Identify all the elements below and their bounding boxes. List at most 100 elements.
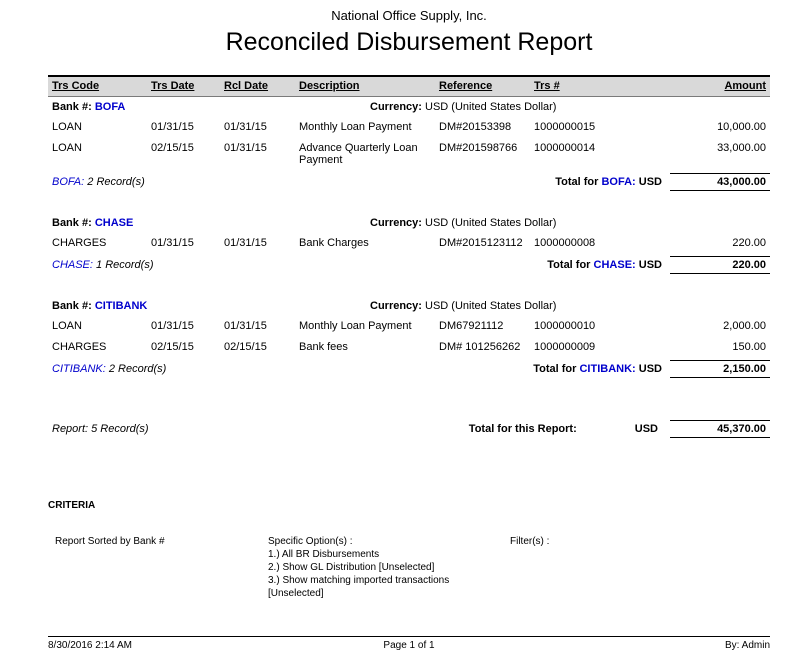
group-record-text: 2 Record(s) [87,176,145,188]
cell-reference: DM#201598766 [439,142,518,154]
group-total-bank-code: CHASE: [593,259,636,271]
criteria-columns: Report Sorted by Bank # Specific Option(… [48,535,770,615]
table-header-row: Trs Code Trs Date Rcl Date Description R… [48,75,770,97]
cell-description: Monthly Loan Payment [299,121,412,133]
report-total-row: Report: 5 Record(s) Total for this Repor… [48,420,770,438]
group-total-label: Total for BOFA: USD [555,176,662,188]
cell-trs-date: 02/15/15 [151,142,194,154]
cell-trs-date: 01/31/15 [151,320,194,332]
group-record-bank-code: BOFA: [52,176,85,188]
criteria-sorted-by: Report Sorted by Bank # [55,536,165,547]
cell-trs-num: 1000000009 [534,341,596,353]
cell-rcl-date: 01/31/15 [224,320,267,332]
cell-description: Monthly Loan Payment [299,320,412,332]
criteria-options-label: Specific Option(s) : [268,536,353,547]
criteria-specific-options: Specific Option(s) : 1.) All BR Disburse… [268,535,486,600]
cell-trs-code: CHARGES [52,237,107,249]
table-row: LOAN 01/31/15 01/31/15 Monthly Loan Paym… [48,117,770,138]
group-total-prefix: Total for [533,363,577,375]
cell-amount: 33,000.00 [717,142,766,154]
table-row: LOAN 02/15/15 01/31/15 Advance Quarterly… [48,138,770,171]
report-record-count: Report: 5 Record(s) [52,423,149,435]
bank-number-label: Bank #: [52,101,92,113]
cell-trs-date: 01/31/15 [151,237,194,249]
group-total-bank-code: BOFA: [601,176,636,188]
report-total-amount: 45,370.00 [670,420,770,438]
group-record-count: CHASE: 1 Record(s) [48,259,547,271]
group-total-amount: 43,000.00 [670,173,770,191]
table-row: LOAN 01/31/15 01/31/15 Monthly Loan Paym… [48,316,770,337]
cell-trs-code: LOAN [52,320,82,332]
cell-rcl-date: 01/31/15 [224,237,267,249]
col-header-rcl-date: Rcl Date [224,80,269,92]
group-total-prefix: Total for [555,176,599,188]
currency-info: Currency: USD (United States Dollar) [370,101,556,114]
cell-trs-num: 1000000014 [534,142,596,154]
report-total-label: Total for this Report: [468,423,577,435]
group-total-bank-code: CITIBANK: [579,363,636,375]
bank-group-bofa: Bank #: BOFA Currency: USD (United State… [48,97,770,191]
criteria-heading: CRITERIA [48,500,96,511]
currency-label: Currency: [370,217,422,229]
group-record-count: BOFA: 2 Record(s) [48,176,555,188]
cell-amount: 220.00 [732,237,766,249]
cell-trs-date: 01/31/15 [151,121,194,133]
cell-trs-num: 1000000010 [534,320,596,332]
currency-label: Currency: [370,101,422,113]
group-total-amount: 2,150.00 [670,360,770,378]
group-total-amount: 220.00 [670,256,770,274]
currency-value: USD (United States Dollar) [425,300,557,312]
bank-code: CHASE [94,217,134,229]
col-header-trs-date: Trs Date [151,80,195,92]
criteria-filters-label: Filter(s) : [510,536,550,547]
currency-info: Currency: USD (United States Dollar) [370,217,556,230]
bank-code: CITIBANK [94,300,148,312]
cell-trs-code: LOAN [52,142,82,154]
report-title: Reconciled Disbursement Report [225,28,593,56]
table-row: CHARGES 02/15/15 02/15/15 Bank fees DM# … [48,337,770,358]
col-header-reference: Reference [439,80,493,92]
criteria-option: 3.) Show matching imported transactions … [268,575,450,599]
col-header-description: Description [299,80,360,92]
criteria-section: CRITERIA Report Sorted by Bank # Specifi… [48,500,770,615]
group-record-text: 1 Record(s) [96,259,154,271]
currency-value: USD (United States Dollar) [425,101,557,113]
company-name: National Office Supply, Inc. [331,8,487,23]
group-record-bank-code: CHASE: [52,259,93,271]
page-footer: 8/30/2016 2:14 AM Page 1 of 1 By: Admin [48,636,770,651]
bank-group-header: Bank #: BOFA Currency: USD (United State… [48,97,770,117]
criteria-option: 2.) Show GL Distribution [Unselected] [268,562,435,573]
footer-page-number: Page 1 of 1 [383,640,435,651]
cell-amount: 150.00 [732,341,766,353]
bank-group-footer: CITIBANK: 2 Record(s) Total for CITIBANK… [48,360,770,378]
cell-description: Bank Charges [299,237,369,249]
cell-reference: DM#2015123112 [439,237,523,249]
group-record-text: 2 Record(s) [108,363,167,375]
footer-printed-by: By: Admin [724,640,771,651]
currency-value: USD (United States Dollar) [425,217,557,229]
bank-number-label: Bank #: [52,300,92,312]
group-record-count: CITIBANK: 2 Record(s) [48,363,533,375]
cell-trs-code: LOAN [52,121,82,133]
bank-group-header: Bank #: CITIBANK Currency: USD (United S… [48,296,770,316]
bank-group-footer: CHASE: 1 Record(s) Total for CHASE: USD … [48,256,770,274]
bank-group-footer: BOFA: 2 Record(s) Total for BOFA: USD 43… [48,173,770,191]
cell-reference: DM#20153398 [439,121,512,133]
group-total-label: Total for CITIBANK: USD [533,363,662,375]
cell-trs-code: CHARGES [52,341,107,353]
cell-trs-date: 02/15/15 [151,341,194,353]
currency-info: Currency: USD (United States Dollar) [370,300,556,313]
bank-group-citibank: Bank #: CITIBANK Currency: USD (United S… [48,296,770,378]
report-total-currency: USD [634,423,658,435]
cell-rcl-date: 01/31/15 [224,121,267,133]
col-header-trs-num: Trs # [534,80,560,92]
cell-trs-num: 1000000015 [534,121,596,133]
cell-description: Advance Quarterly Loan Payment [299,142,418,166]
cell-trs-num: 1000000008 [534,237,596,249]
cell-amount: 10,000.00 [717,121,766,133]
col-header-amount: Amount [724,80,766,92]
cell-description: Bank fees [299,341,348,353]
cell-rcl-date: 02/15/15 [224,341,267,353]
group-total-prefix: Total for [547,259,591,271]
